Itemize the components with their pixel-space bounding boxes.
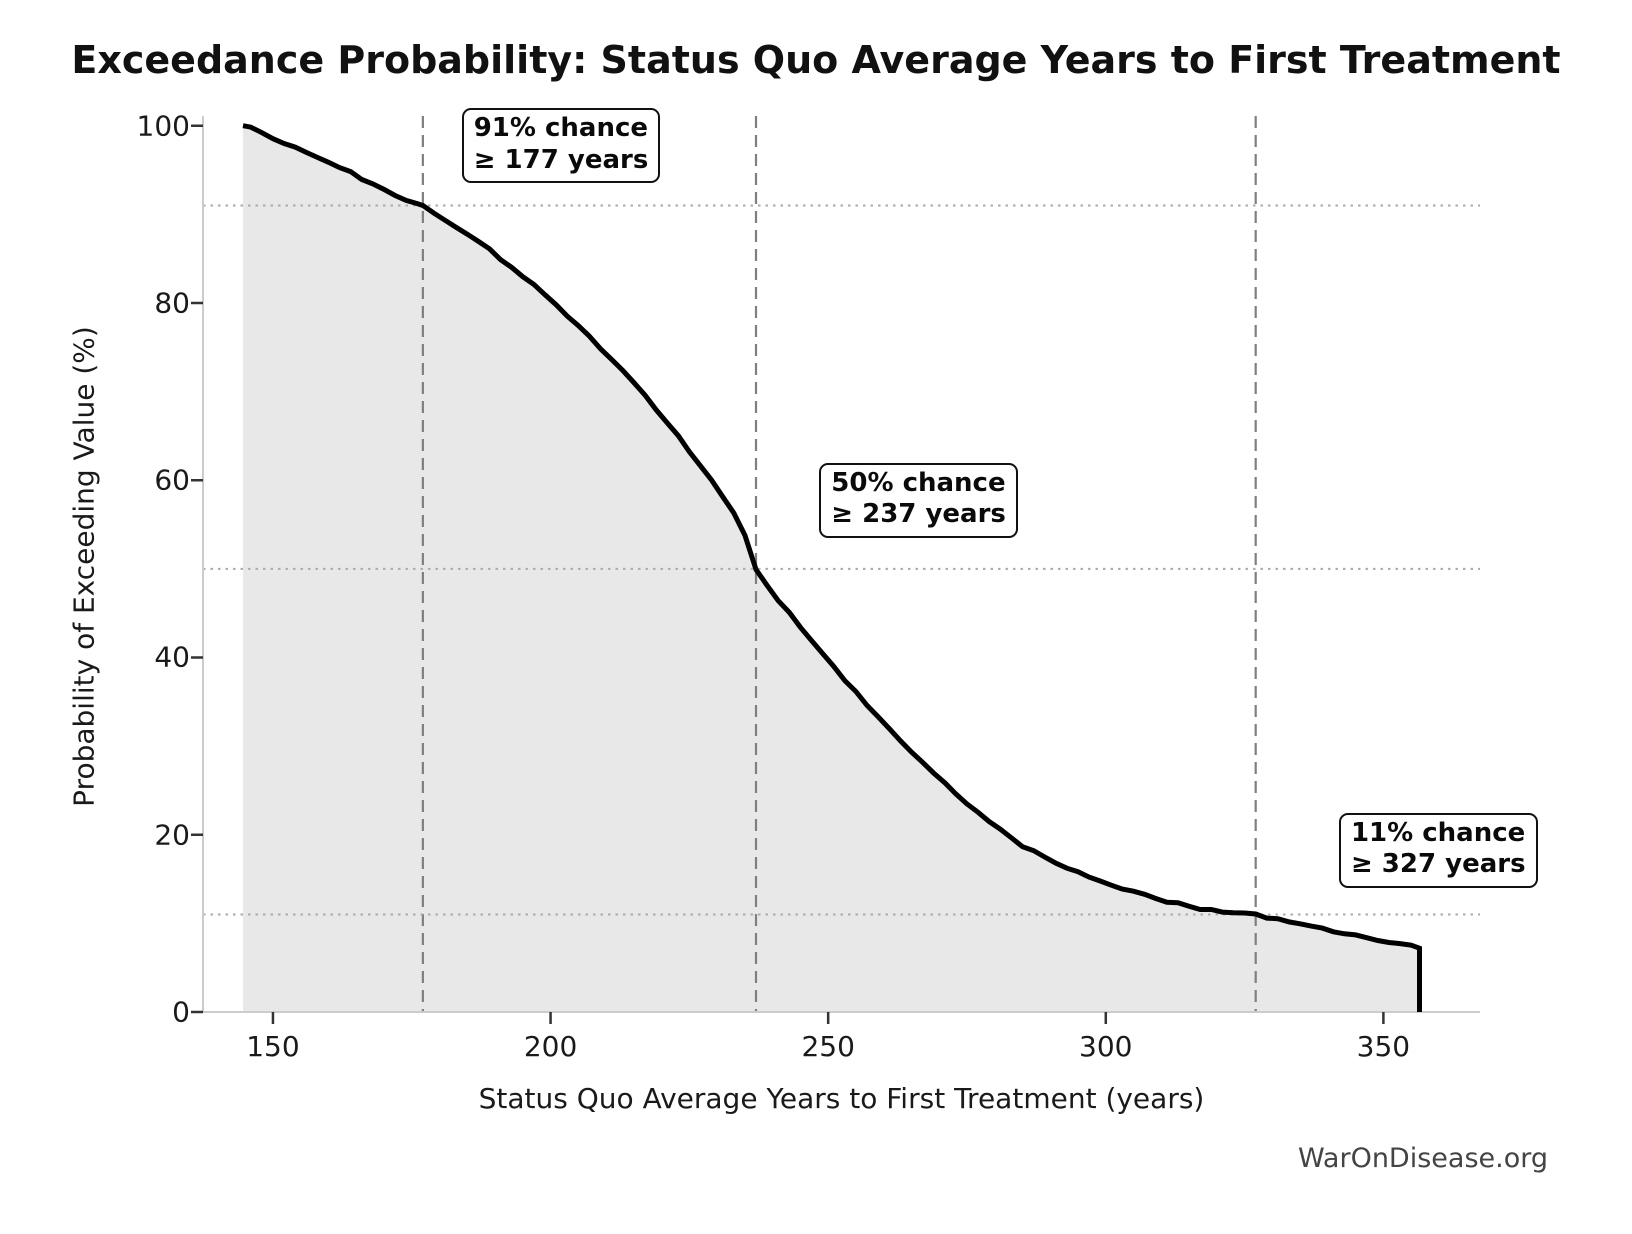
annotation-11-percent: 11% chance ≥ 327 years — [1338, 812, 1538, 889]
x-axis-label: Status Quo Average Years to First Treatm… — [478, 1082, 1205, 1115]
exceedance-curve — [242, 123, 1422, 1012]
annotation-line1: 11% chance — [1350, 817, 1526, 848]
annotation-50-percent: 50% chance ≥ 237 years — [819, 462, 1018, 538]
watermark: WarOnDisease.org — [1297, 1143, 1548, 1174]
curve-fill-area — [243, 125, 1420, 1012]
x-tick-label-300: 300 — [1079, 1030, 1133, 1063]
annotation-line1: 91% chance — [473, 113, 649, 144]
y-axis-label: Probability of Exceeding Value (%) — [67, 326, 101, 807]
annotation-line2: ≥ 327 years — [1350, 849, 1526, 880]
chart-title: Exceedance Probability: Status Quo Avera… — [71, 38, 1561, 82]
y-tick-label-20: 20 — [154, 818, 190, 852]
annotation-91-percent: 91% chance ≥ 177 years — [461, 108, 661, 184]
x-tick-label-350: 350 — [1356, 1030, 1411, 1063]
x-tick-label-250: 250 — [801, 1030, 855, 1063]
annotation-line2: ≥ 177 years — [473, 144, 649, 175]
y-tick-label-60: 60 — [154, 463, 190, 497]
annotation-line1: 50% chance — [831, 467, 1006, 498]
x-tick-label-150: 150 — [246, 1030, 300, 1063]
y-tick-label-40: 40 — [154, 640, 190, 674]
y-tick-label-0: 0 — [172, 995, 190, 1029]
y-tick-label-100: 100 — [136, 109, 190, 143]
annotation-line2: ≥ 237 years — [831, 499, 1006, 530]
y-tick-label-80: 80 — [154, 286, 190, 320]
x-tick-label-200: 200 — [523, 1030, 578, 1063]
